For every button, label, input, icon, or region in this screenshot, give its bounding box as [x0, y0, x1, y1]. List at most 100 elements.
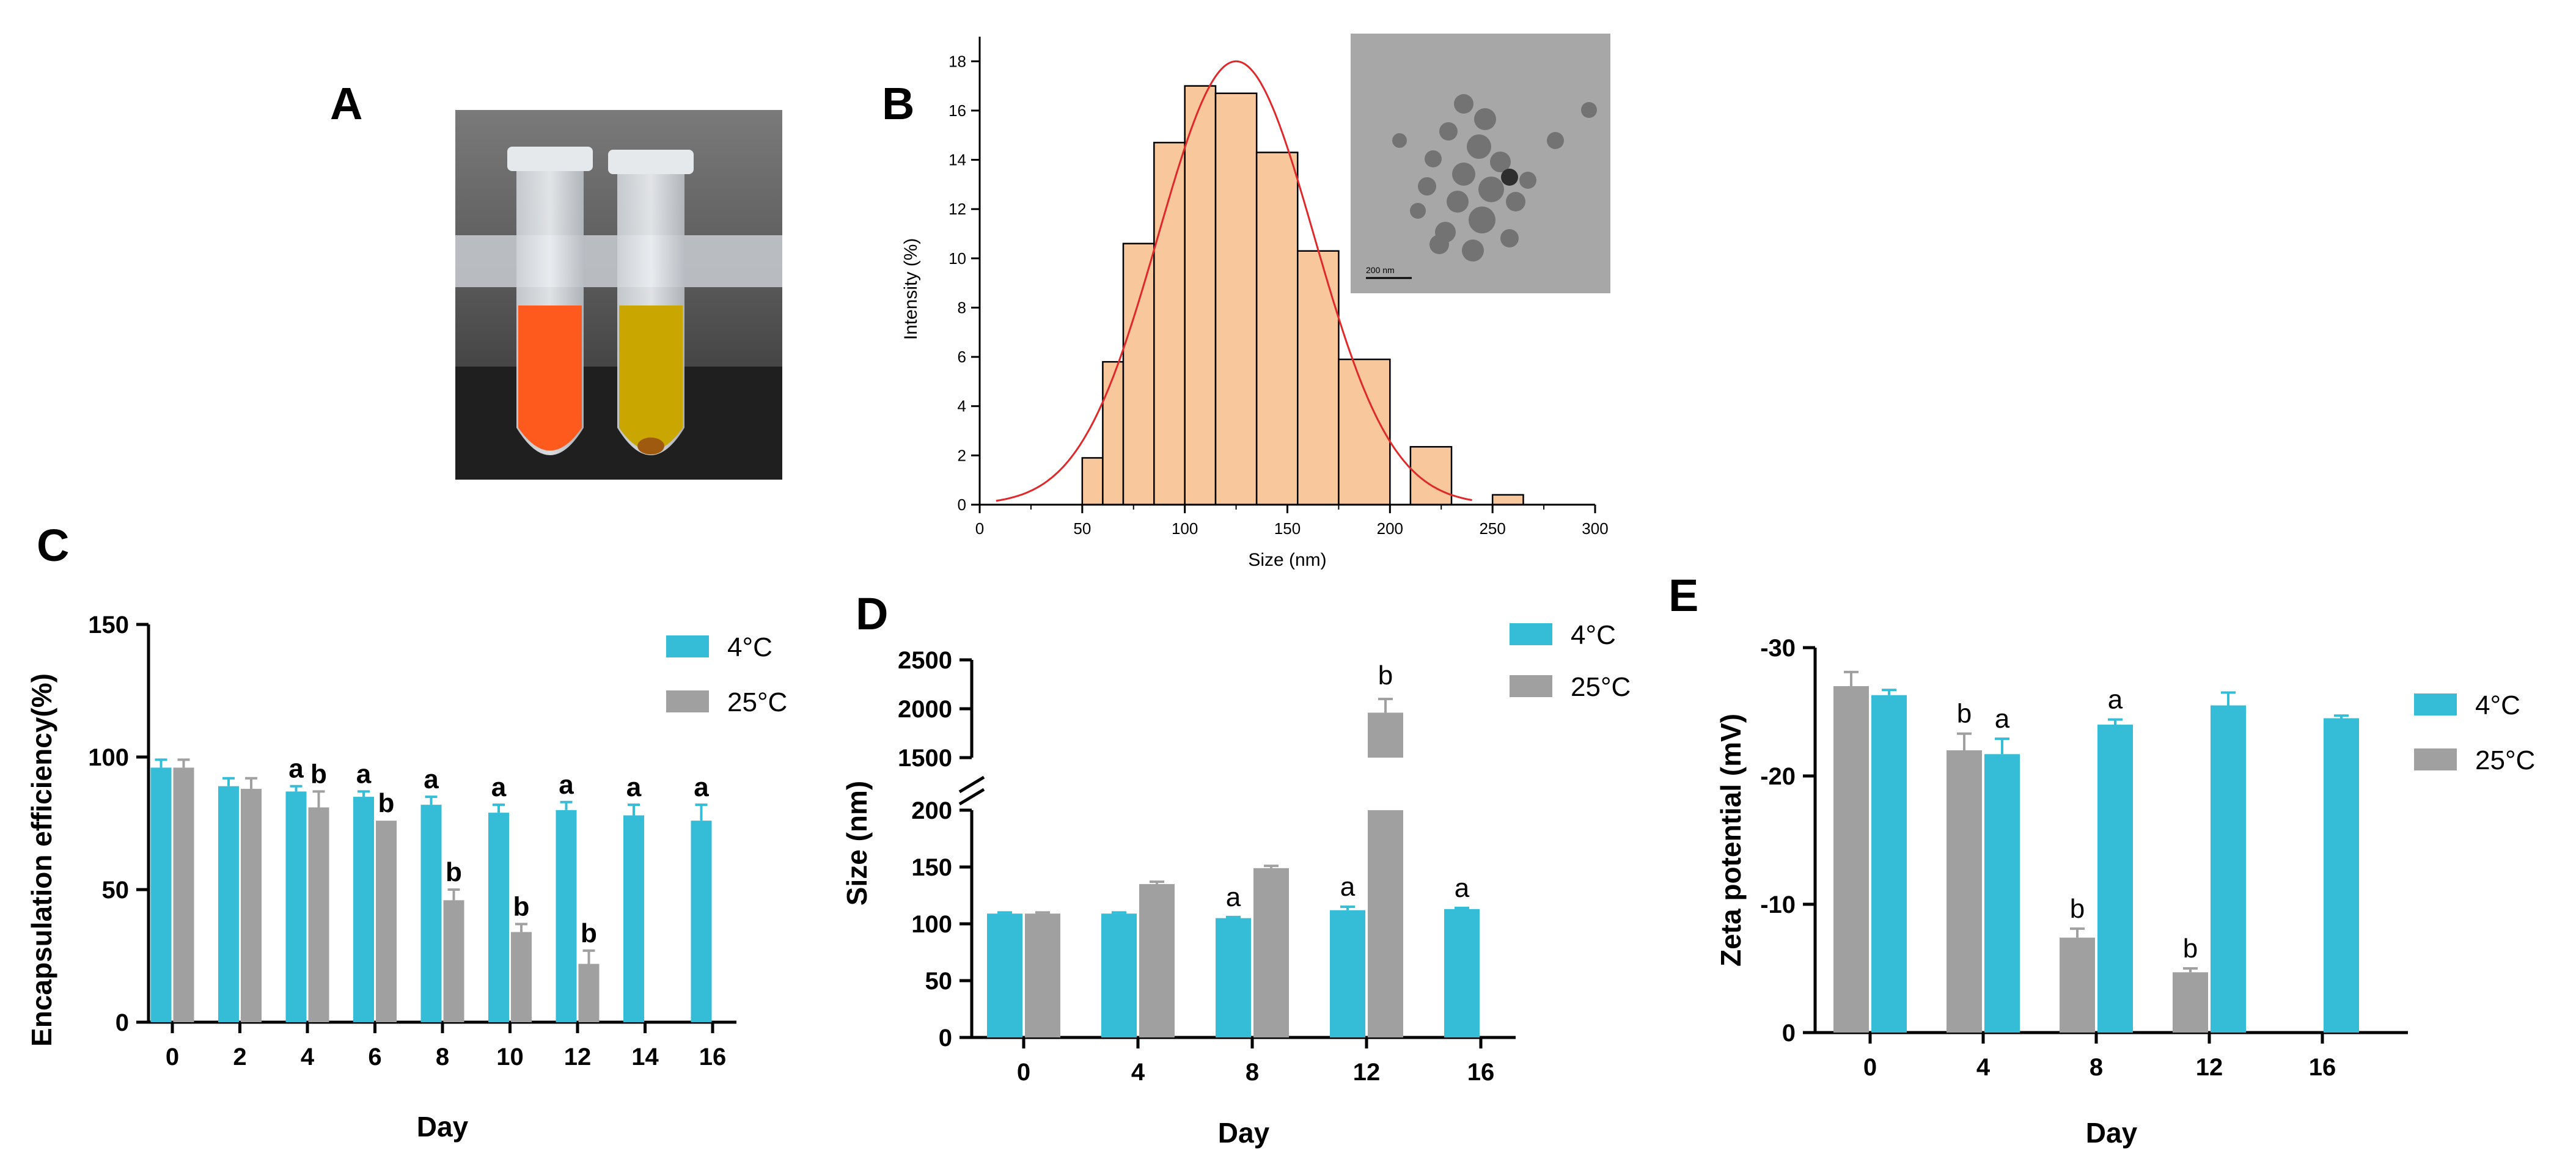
tem-image-inset: 200 nm [1351, 34, 1610, 293]
x-tick-label: 4 [301, 1044, 315, 1070]
legend-label-1: 25°C [1571, 672, 1631, 702]
bar [173, 767, 194, 1022]
significance-label: a [491, 772, 507, 802]
tem-particle [1500, 229, 1519, 247]
bar [218, 786, 239, 1022]
x-tick-label: 0 [166, 1044, 179, 1070]
x-axis-title: Size (nm) [1248, 550, 1326, 570]
x-tick-label: 0 [975, 519, 984, 538]
bar [1947, 750, 1982, 1033]
y-tick-label: 0 [958, 496, 966, 514]
y-tick-label: 100 [911, 911, 952, 938]
bar [1139, 883, 1175, 1037]
gaussian-fit-curve [996, 60, 1472, 502]
y-tick-label: 16 [949, 101, 966, 120]
tem-particle [1478, 177, 1504, 202]
y-tick-label: 4 [958, 397, 966, 415]
bar [511, 932, 532, 1022]
bar [1368, 810, 1403, 1037]
legend-label-1: 25°C [2475, 745, 2535, 775]
bar [1330, 910, 1365, 1037]
significance-label: a [288, 754, 304, 784]
x-tick-label: 12 [2196, 1054, 2223, 1081]
tem-particle [1581, 102, 1597, 118]
tem-particle [1418, 177, 1436, 196]
legend-swatch-1 [666, 690, 709, 712]
y-tick-label: 50 [925, 968, 953, 995]
bar [1871, 695, 1907, 1033]
tem-particle [1392, 133, 1407, 148]
x-tick-label: 4 [1131, 1059, 1145, 1086]
bar [2211, 705, 2246, 1033]
significance-label: a [694, 772, 709, 802]
x-tick-label: 16 [699, 1044, 727, 1070]
y-tick-label: -30 [1760, 635, 1796, 662]
y-tick-label: -20 [1760, 763, 1796, 790]
bar [2173, 972, 2208, 1033]
x-tick-label: 12 [1353, 1059, 1381, 1086]
y-tick-label: 18 [949, 52, 966, 70]
bar [285, 791, 307, 1022]
significance-label: a [356, 759, 372, 789]
y-tick-label: 100 [88, 744, 129, 771]
legend-swatch-1 [2414, 748, 2457, 770]
tem-particle [1410, 203, 1426, 219]
x-tick-label: 8 [2090, 1054, 2103, 1081]
x-axis-title: Day [1218, 1117, 1270, 1149]
bar [1101, 913, 1137, 1037]
y-tick-label: 12 [949, 200, 966, 218]
significance-label: a [559, 770, 574, 800]
bar [150, 767, 172, 1022]
bar [1444, 909, 1480, 1037]
x-tick-label: 0 [1017, 1059, 1030, 1086]
y-tick-label: 0 [939, 1025, 952, 1052]
tem-particle [1462, 240, 1484, 262]
histogram-bar [1184, 85, 1217, 506]
significance-label: a [626, 772, 642, 802]
significance-label: b [1957, 699, 1972, 729]
legend-label-0: 4°C [2475, 690, 2520, 720]
tem-particle [1490, 152, 1511, 172]
y-tick-label: 2000 [898, 696, 952, 723]
axis-break-mark [958, 775, 985, 794]
tem-particle [1425, 150, 1442, 167]
bar [1025, 913, 1060, 1037]
bar [443, 900, 464, 1022]
bar [987, 913, 1022, 1037]
tem-particle [1454, 94, 1473, 114]
significance-label: b [2183, 934, 2198, 964]
significance-label: b [378, 788, 395, 818]
x-tick-label: 16 [1467, 1059, 1495, 1086]
panel-label-c: C [37, 520, 69, 571]
tem-particle [1429, 235, 1449, 254]
chart-b-histogram: 0 50 100 150 200 250 300 0 2 4 6 8 10 12 14 16 18 Size (n… [901, 37, 1609, 570]
significance-label: b [581, 918, 597, 948]
tem-particle [1439, 122, 1458, 141]
legend-swatch-0 [1510, 623, 1552, 645]
y-tick-label: 6 [958, 348, 966, 366]
legend-swatch-0 [2414, 693, 2457, 715]
tem-scale-label: 200 nm [1366, 265, 1395, 275]
y-axis-title: Intensity (%) [901, 238, 921, 340]
bar [2097, 725, 2133, 1033]
y-tick-label: 50 [102, 877, 130, 904]
tem-particle [1452, 163, 1475, 186]
histogram-bar [1102, 360, 1125, 506]
y-tick-label: -10 [1760, 891, 1796, 918]
y-tick-label: 2500 [898, 647, 952, 674]
x-tick-label: 150 [1274, 519, 1301, 538]
bar [691, 821, 712, 1022]
y-axis-title: Size (nm) [841, 781, 873, 905]
x-tick-label: 50 [1073, 519, 1091, 538]
x-tick-label: 2 [233, 1044, 246, 1070]
legend-label-0: 4°C [1571, 620, 1616, 650]
x-tick-label: 12 [564, 1044, 592, 1070]
histogram-bar [1081, 457, 1104, 506]
bar-upper-segment [1368, 712, 1403, 758]
x-tick-label: 250 [1479, 519, 1505, 538]
bar [353, 797, 374, 1022]
x-axis-title: Day [2086, 1117, 2138, 1149]
significance-label: a [1226, 882, 1241, 912]
x-tick-label: 8 [1246, 1059, 1259, 1086]
